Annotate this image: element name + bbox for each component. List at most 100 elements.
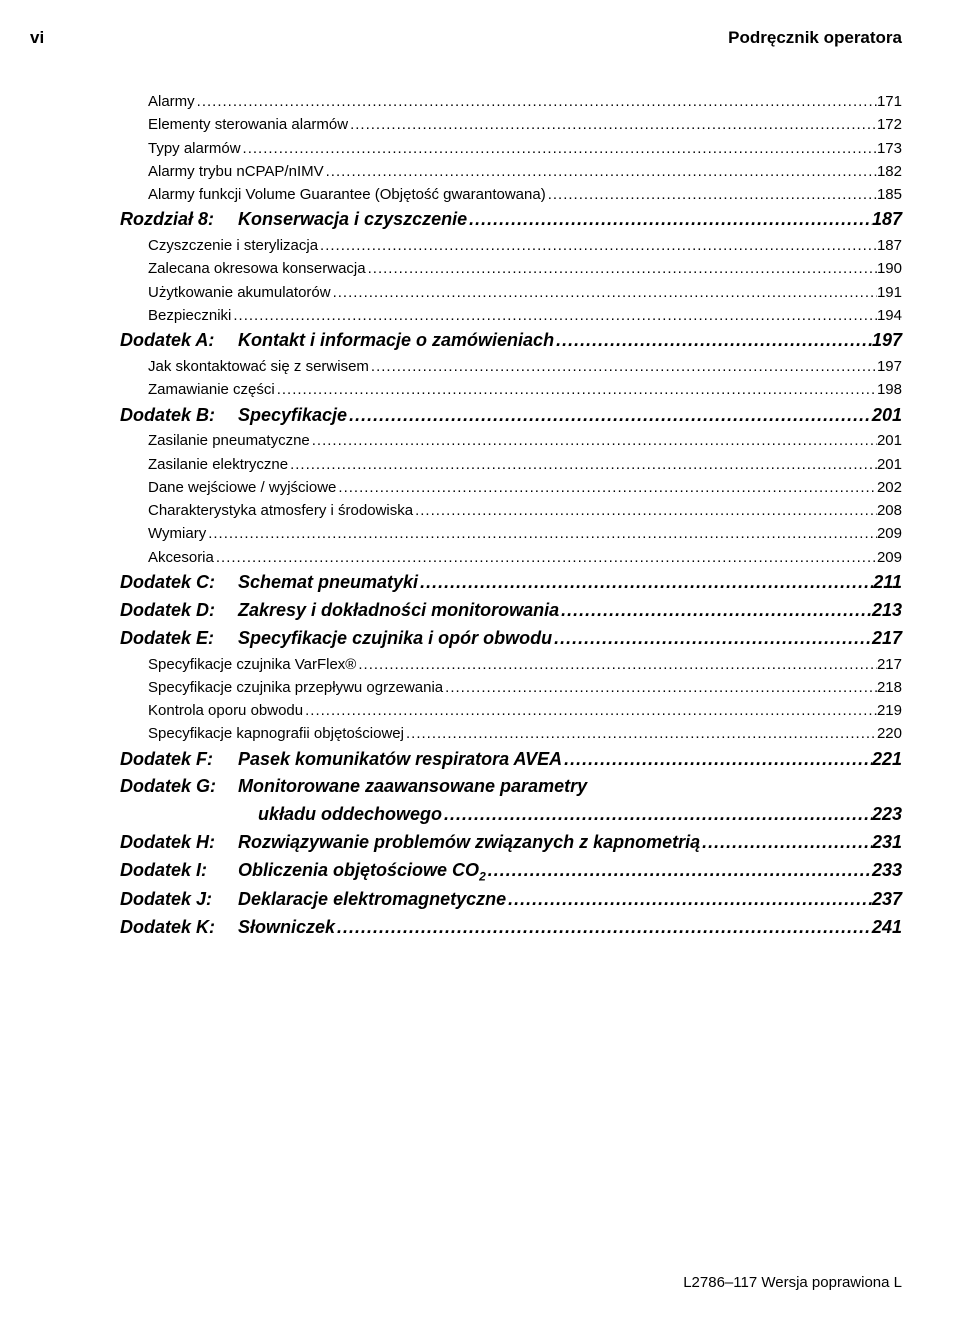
toc-page: 233	[872, 857, 902, 885]
toc-dots	[331, 281, 877, 304]
toc-chapter-title: Konserwacja i czyszczenie	[238, 206, 467, 234]
toc-entry: Czyszczenie i sterylizacja187	[120, 234, 902, 257]
toc-page: 197	[877, 355, 902, 378]
document-footer: L2786–117 Wersja poprawiona L	[683, 1274, 902, 1291]
toc-dots	[241, 137, 877, 160]
toc-label: Charakterystyka atmosfery i środowiska	[148, 499, 413, 522]
toc-dots	[324, 160, 877, 183]
toc-page: 194	[877, 304, 902, 327]
toc-dots	[562, 746, 872, 774]
toc-label: Jak skontaktować się z serwisem	[148, 355, 369, 378]
toc-entry: Typy alarmów173	[120, 137, 902, 160]
toc-page: 185	[877, 183, 902, 206]
toc-dots	[231, 304, 877, 327]
toc-label: Akcesoria	[148, 546, 214, 569]
toc-label: Zamawianie części	[148, 378, 275, 401]
toc-dots	[310, 429, 877, 452]
toc-chapter: Dodatek H:Rozwiązywanie problemów związa…	[120, 829, 902, 857]
toc-chapter-cont: układu oddechowego 223	[120, 801, 902, 829]
toc-page: 211	[873, 569, 902, 597]
toc-page: 219	[877, 699, 902, 722]
toc-entry: Bezpieczniki 194	[120, 304, 902, 327]
toc-prefix: Dodatek J:	[120, 886, 238, 914]
toc-page: 208	[877, 499, 902, 522]
toc-chapter: Dodatek D:Zakresy i dokładności monitoro…	[120, 597, 902, 625]
toc-page: 198	[877, 378, 902, 401]
toc-page: 221	[872, 746, 902, 774]
toc-page: 217	[877, 653, 902, 676]
toc-prefix: Dodatek E:	[120, 625, 238, 653]
toc-dots	[366, 257, 877, 280]
toc-chapter-title: Kontakt i informacje o zamówieniach	[238, 327, 554, 355]
toc-chapter-title: Pasek komunikatów respiratora AVEA	[238, 746, 562, 774]
toc-entry: Użytkowanie akumulatorów191	[120, 281, 902, 304]
toc-prefix: Dodatek D:	[120, 597, 238, 625]
toc-chapter-title: Obliczenia objętościowe CO2	[238, 857, 486, 886]
toc-page: 197	[872, 327, 902, 355]
toc-page: 182	[877, 160, 902, 183]
toc-dots	[413, 499, 877, 522]
toc-chapter: Dodatek C:Schemat pneumatyki 211	[120, 569, 902, 597]
toc-chapter: Dodatek J:Deklaracje elektromagnetyczne …	[120, 886, 902, 914]
toc-label: Dane wejściowe / wyjściowe	[148, 476, 336, 499]
toc-prefix: Dodatek B:	[120, 402, 238, 430]
toc-page: 209	[877, 522, 902, 545]
toc-chapter: Dodatek A:Kontakt i informacje o zamówie…	[120, 327, 902, 355]
toc-prefix: Dodatek H:	[120, 829, 238, 857]
toc-dots	[467, 206, 872, 234]
toc-prefix: Dodatek C:	[120, 569, 238, 597]
toc-chapter-title: Słowniczek	[238, 914, 335, 942]
toc-entry: Alarmy trybu nCPAP/nIMV 182	[120, 160, 902, 183]
toc-chapter-title: Specyfikacje czujnika i opór obwodu	[238, 625, 552, 653]
subscript: 2	[479, 870, 486, 884]
toc-entry: Zasilanie elektryczne201	[120, 453, 902, 476]
toc-page: 231	[872, 829, 902, 857]
toc-entry: Alarmy171	[120, 90, 902, 113]
table-of-contents: Alarmy171Elementy sterowania alarmów172T…	[0, 48, 960, 942]
toc-dots	[275, 378, 877, 401]
toc-chapter: Dodatek B:Specyfikacje 201	[120, 402, 902, 430]
toc-chapter-title-line2: układu oddechowego	[120, 802, 442, 826]
toc-label: Specyfikacje czujnika przepływu ogrzewan…	[148, 676, 443, 699]
toc-prefix: Dodatek A:	[120, 327, 238, 355]
toc-page: 201	[872, 402, 902, 430]
toc-chapter-title: Zakresy i dokładności monitorowania	[238, 597, 559, 625]
toc-label: Użytkowanie akumulatorów	[148, 281, 331, 304]
toc-entry: Zalecana okresowa konserwacja190	[120, 257, 902, 280]
toc-page: 213	[872, 597, 902, 625]
toc-page: 190	[877, 257, 902, 280]
toc-entry: Specyfikacje czujnika VarFlex®217	[120, 653, 902, 676]
toc-page: 218	[877, 676, 902, 699]
toc-dots	[348, 113, 877, 136]
toc-page: 173	[877, 137, 902, 160]
toc-entry: Specyfikacje kapnografii objętościowej22…	[120, 722, 902, 745]
toc-label: Alarmy	[148, 90, 195, 113]
toc-entry: Elementy sterowania alarmów172	[120, 113, 902, 136]
toc-label: Alarmy trybu nCPAP/nIMV	[148, 160, 324, 183]
toc-dots	[356, 653, 877, 676]
toc-dots	[443, 676, 877, 699]
toc-chapter-title: Monitorowane zaawansowane parametry	[238, 773, 587, 801]
toc-dots	[369, 355, 877, 378]
toc-page: 241	[872, 914, 902, 942]
toc-dots	[335, 914, 872, 942]
toc-page: 217	[872, 625, 902, 653]
toc-entry: Wymiary209	[120, 522, 902, 545]
toc-chapter: Dodatek I:Obliczenia objętościowe CO2 23…	[120, 857, 902, 886]
toc-dots	[546, 183, 877, 206]
toc-dots	[554, 327, 872, 355]
toc-chapter: Dodatek E:Specyfikacje czujnika i opór o…	[120, 625, 902, 653]
toc-entry: Zamawianie części 198	[120, 378, 902, 401]
toc-label: Specyfikacje kapnografii objętościowej	[148, 722, 404, 745]
toc-chapter-title: Rozwiązywanie problemów związanych z kap…	[238, 829, 700, 857]
toc-page: 202	[877, 476, 902, 499]
manual-title: Podręcznik operatora	[728, 28, 902, 48]
toc-label: Kontrola oporu obwodu	[148, 699, 303, 722]
toc-prefix: Dodatek G:	[120, 773, 238, 801]
toc-dots	[214, 546, 877, 569]
toc-chapter: Dodatek F:Pasek komunikatów respiratora …	[120, 746, 902, 774]
toc-dots	[336, 476, 877, 499]
toc-chapter: Rozdział 8:Konserwacja i czyszczenie 187	[120, 206, 902, 234]
toc-page: 237	[872, 886, 902, 914]
toc-label: Bezpieczniki	[148, 304, 231, 327]
